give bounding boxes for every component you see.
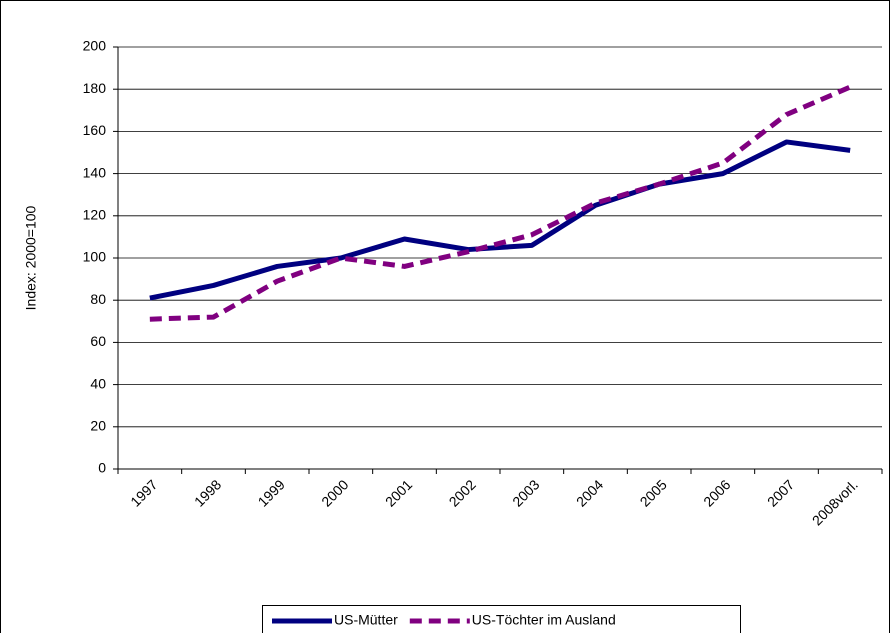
y-tick-label: 20 xyxy=(90,418,106,434)
y-tick-label: 140 xyxy=(83,164,107,180)
data-line xyxy=(149,84,852,322)
y-tick-label: 180 xyxy=(83,80,107,96)
legend-box xyxy=(262,605,741,636)
y-tick-label: 120 xyxy=(83,207,107,223)
y-tick-label: 160 xyxy=(83,122,107,138)
y-tick-label: 40 xyxy=(90,375,106,391)
y-tick-label: 100 xyxy=(83,249,107,265)
legend-label: US-Mütter xyxy=(334,612,398,628)
y-tick-label: 60 xyxy=(90,333,106,349)
y-tick-label: 200 xyxy=(83,38,107,54)
data-line xyxy=(149,139,851,301)
y-tick-label: 80 xyxy=(90,291,106,307)
legend-label: US-Töchter im Ausland xyxy=(472,612,616,628)
y-tick-label: 0 xyxy=(98,460,106,476)
y-axis-label: Index: 2000=100 xyxy=(23,205,39,310)
